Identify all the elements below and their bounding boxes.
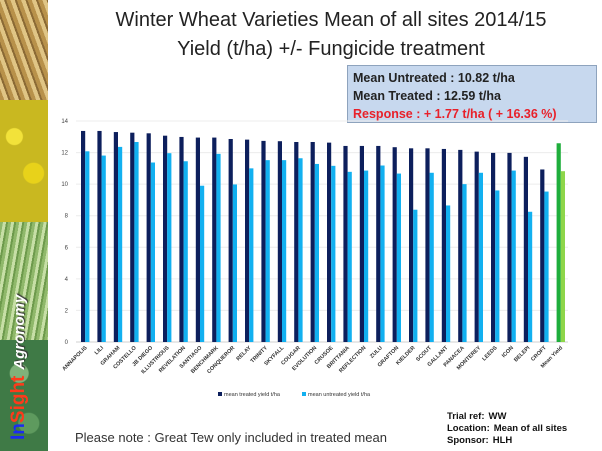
footnote: Please note : Great Tew only included in… xyxy=(75,430,387,445)
y-tick-label: 14 xyxy=(61,119,68,125)
bar-untreated xyxy=(314,163,319,342)
bar-untreated xyxy=(183,161,188,342)
summary-box: Mean Untreated : 10.82 t/ha Mean Treated… xyxy=(347,65,597,123)
beans-photo xyxy=(0,340,48,451)
bar-untreated xyxy=(462,184,467,342)
location-label: Location: xyxy=(447,423,490,434)
bar-untreated xyxy=(200,185,205,342)
location-value: Mean of all sites xyxy=(493,423,568,434)
bar-untreated xyxy=(544,191,549,342)
bar-treated xyxy=(359,145,364,342)
bar-treated xyxy=(113,132,118,342)
bar-untreated xyxy=(528,211,533,342)
bar-treated xyxy=(146,133,151,342)
trial-ref-value: WW xyxy=(488,411,507,422)
x-tick-label: ZULU xyxy=(369,345,384,360)
bar-treated xyxy=(458,149,463,342)
trial-ref-label: Trial ref: xyxy=(447,411,485,422)
bar-untreated xyxy=(413,209,418,342)
bar-treated xyxy=(228,138,233,342)
bar-untreated xyxy=(495,190,500,342)
bar-treated xyxy=(195,137,200,342)
response-text: Response : + 1.77 t/ha ( + 16.36 %) xyxy=(353,107,557,121)
bar-treated xyxy=(474,151,479,342)
bar-untreated xyxy=(560,171,565,342)
wheat-photo xyxy=(0,0,48,100)
bar-untreated xyxy=(380,165,385,342)
bar-untreated xyxy=(265,160,270,342)
bar-treated xyxy=(556,143,561,342)
y-tick-label: 0 xyxy=(65,340,69,346)
sponsor-label: Sponsor: xyxy=(447,435,489,446)
sponsor-value: HLH xyxy=(492,435,513,446)
bar-treated xyxy=(491,152,496,342)
y-tick-label: 6 xyxy=(65,245,69,251)
x-tick-label: ANNAPOLIS xyxy=(61,345,88,372)
bar-treated xyxy=(212,137,217,342)
legend-label: mean untreated yield t/ha xyxy=(308,392,371,398)
bar-untreated xyxy=(167,153,172,342)
legend-label: mean treated yield t/ha xyxy=(224,392,281,398)
mean-untreated-text: Mean Untreated : 10.82 t/ha xyxy=(353,71,515,85)
barley-photo xyxy=(0,222,48,340)
mean-treated-text: Mean Treated : 12.59 t/ha xyxy=(353,89,501,103)
bar-untreated xyxy=(347,171,352,342)
bar-untreated xyxy=(101,155,106,342)
bar-untreated xyxy=(85,151,90,342)
bar-treated xyxy=(441,148,446,342)
trial-info: Trial ref: WW Location: Mean of all sites … xyxy=(447,411,567,447)
bar-untreated xyxy=(511,170,516,342)
bar-untreated xyxy=(298,158,303,342)
bar-treated xyxy=(261,140,266,342)
bar-treated xyxy=(130,132,135,342)
y-tick-label: 10 xyxy=(61,182,68,188)
bar-treated xyxy=(376,145,381,342)
bar-treated xyxy=(245,139,250,342)
page-title: Winter Wheat Varieties Mean of all sites… xyxy=(115,9,547,31)
bar-untreated xyxy=(429,172,434,342)
bar-treated xyxy=(310,141,315,342)
y-tick-label: 12 xyxy=(61,151,68,157)
y-tick-label: 2 xyxy=(65,308,69,314)
page-subtitle: Yield (t/ha) +/- Fungicide treatment xyxy=(177,38,485,60)
bar-untreated xyxy=(216,153,221,342)
bar-treated xyxy=(277,141,282,342)
bar-untreated xyxy=(134,141,139,342)
bar-treated xyxy=(392,147,397,342)
y-tick-label: 4 xyxy=(65,277,69,283)
bar-untreated xyxy=(446,205,451,342)
bar-treated xyxy=(179,136,184,342)
bar-untreated xyxy=(282,160,287,342)
legend-swatch xyxy=(302,392,306,396)
bar-treated xyxy=(409,148,414,342)
bar-treated xyxy=(294,141,299,342)
bar-treated xyxy=(97,130,102,342)
x-tick-label: LILI xyxy=(94,345,105,356)
bar-untreated xyxy=(364,170,369,342)
bar-treated xyxy=(343,145,348,342)
bar-untreated xyxy=(150,162,155,342)
bar-untreated xyxy=(478,172,483,342)
y-tick-label: 8 xyxy=(65,214,69,220)
x-tick-label: ICON xyxy=(501,345,515,359)
bar-treated xyxy=(507,152,512,342)
bar-treated xyxy=(327,142,332,342)
bar-treated xyxy=(163,135,168,342)
bar-treated xyxy=(540,169,545,342)
x-tick-label: LEEDS xyxy=(481,345,498,362)
bar-treated xyxy=(425,148,430,342)
bar-untreated xyxy=(249,168,254,342)
bar-untreated xyxy=(396,173,401,342)
rapeseed-photo xyxy=(0,100,48,222)
bar-untreated xyxy=(331,165,336,342)
bar-untreated xyxy=(232,184,237,342)
legend-swatch xyxy=(218,392,222,396)
x-tick-label: BELEPI xyxy=(513,345,532,364)
sidebar-photo-strip: InSightAgronomy xyxy=(0,0,48,451)
bar-treated xyxy=(81,130,86,342)
bar-untreated xyxy=(118,146,123,342)
bar-treated xyxy=(523,156,528,342)
